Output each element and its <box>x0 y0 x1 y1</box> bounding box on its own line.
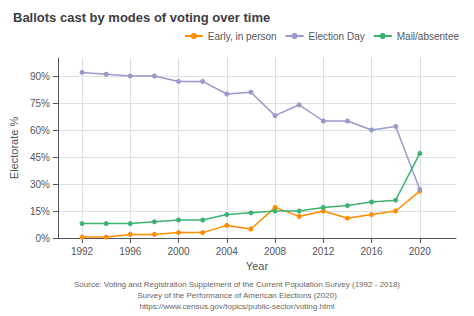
svg-text:90%: 90% <box>30 71 50 82</box>
svg-text:30%: 30% <box>30 179 50 190</box>
svg-text:2008: 2008 <box>264 246 287 257</box>
svg-text:2012: 2012 <box>312 246 335 257</box>
svg-text:1992: 1992 <box>71 246 94 257</box>
svg-text:45%: 45% <box>30 152 50 163</box>
svg-text:Mail/absentee: Mail/absentee <box>397 31 460 42</box>
svg-text:Source: Voting and Registratio: Source: Voting and Registration Suppleme… <box>74 280 400 289</box>
svg-text:Electorate %: Electorate % <box>8 117 20 180</box>
svg-text:2020: 2020 <box>409 246 432 257</box>
svg-text:https://www.census.gov/topics/: https://www.census.gov/topics/public-sec… <box>139 302 334 311</box>
svg-text:Election Day: Election Day <box>309 31 365 42</box>
svg-text:2004: 2004 <box>216 246 239 257</box>
svg-text:75%: 75% <box>30 98 50 109</box>
svg-text:Early, in person: Early, in person <box>208 31 277 42</box>
svg-text:Year: Year <box>246 260 269 272</box>
svg-text:2000: 2000 <box>167 246 190 257</box>
svg-text:0%: 0% <box>35 233 50 244</box>
svg-text:2016: 2016 <box>360 246 383 257</box>
svg-text:1996: 1996 <box>119 246 142 257</box>
svg-text:Survey of the Performance of A: Survey of the Performance of American El… <box>137 291 337 300</box>
svg-text:60%: 60% <box>30 125 50 136</box>
svg-text:15%: 15% <box>30 206 50 217</box>
svg-text:Ballots cast by modes of votin: Ballots cast by modes of voting over tim… <box>13 10 270 25</box>
